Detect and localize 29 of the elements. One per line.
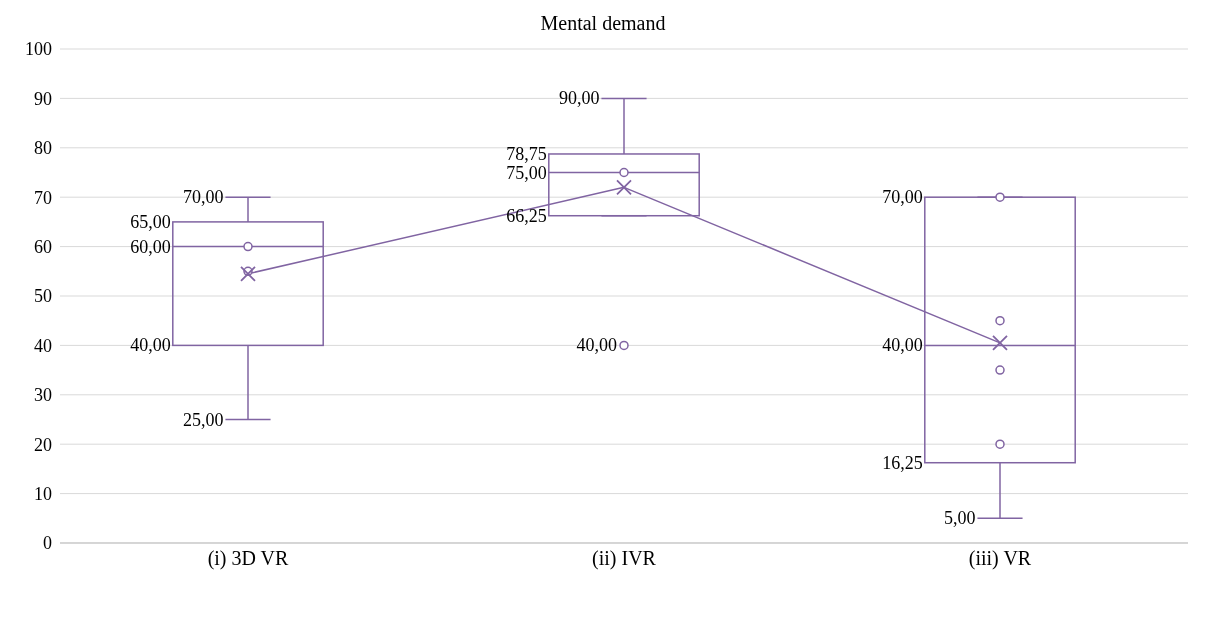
y-tick-label: 20 <box>34 434 52 455</box>
y-tick-label: 10 <box>34 483 52 504</box>
x-tick-label: (iii) VR <box>968 547 1032 571</box>
y-tick-label: 70 <box>34 187 52 208</box>
y-tick-label: 50 <box>34 286 52 307</box>
annotation: 70,00 <box>882 187 923 208</box>
annotation: 25,00 <box>182 409 224 430</box>
annotation: 90,00 <box>558 88 600 109</box>
y-tick-label: 30 <box>34 385 52 406</box>
y-tick-label: 80 <box>34 138 52 159</box>
x-tick-label: (ii) IVR <box>592 547 657 571</box>
y-tick-label: 0 <box>43 533 52 554</box>
annotation: 70,00 <box>182 187 224 208</box>
annotation: 40,00 <box>882 335 923 356</box>
annotation: 60,00 <box>130 236 171 257</box>
annotation: 40,00 <box>130 335 171 356</box>
chart-title: Mental demand <box>539 11 667 35</box>
y-tick-label: 100 <box>25 39 52 60</box>
y-tick-label: 60 <box>34 236 52 257</box>
y-tick-label: 90 <box>34 88 52 109</box>
annotation: 66,25 <box>506 205 547 226</box>
annotation: 16,25 <box>882 452 923 473</box>
annotation: 65,00 <box>130 211 171 232</box>
x-tick-label: (i) 3D VR <box>207 547 290 571</box>
annotation: 40,00 <box>576 335 617 356</box>
y-tick-label: 40 <box>34 335 52 356</box>
annotation: 75,00 <box>506 162 547 183</box>
annotation: 5,00 <box>943 508 976 529</box>
annotation: 78,75 <box>506 143 547 164</box>
